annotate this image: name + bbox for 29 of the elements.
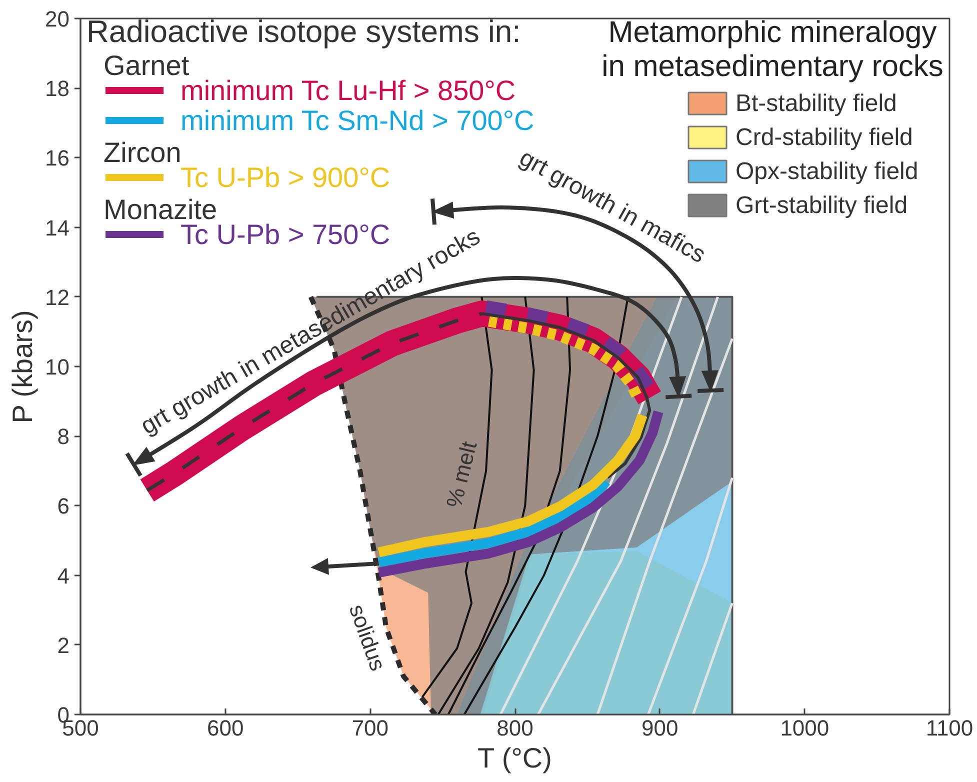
annotation: Metamorphic mineralogy in metasedimentary rocks — [602, 16, 944, 83]
legend-label: minimum Tc Sm-Nd > 700°C — [180, 105, 534, 136]
y-tick-label: 20 — [45, 6, 70, 32]
legend-label: Opx-stability field — [736, 158, 918, 185]
x-tick-label: 700 — [352, 716, 389, 740]
legend-label: Crd-stability field — [736, 124, 913, 151]
legend-label: Tc U-Pb > 900°C — [180, 162, 390, 193]
annotation: solidus — [344, 601, 391, 674]
legend-title: Radioactive isotope systems in: — [86, 14, 521, 49]
x-tick-label: 600 — [206, 716, 244, 740]
x-tick-label: 800 — [496, 716, 534, 740]
x-axis-title: T (°C) — [478, 742, 552, 774]
y-tick-label: 4 — [57, 563, 70, 588]
x-tick-label: 1100 — [926, 716, 974, 740]
y-tick-label: 14 — [45, 215, 70, 240]
y-tick-label: 2 — [57, 632, 70, 658]
y-axis-title: P (kbars) — [7, 310, 38, 424]
y-tick-label: 10 — [45, 354, 70, 380]
y-tick-label: 8 — [57, 424, 70, 450]
legend-label: Bt-stability field — [736, 90, 897, 117]
y-tick-label: 12 — [45, 284, 70, 310]
annotation: Zircon — [104, 137, 182, 168]
x-tick-label: 1000 — [780, 716, 830, 740]
x-tick-label: 900 — [641, 716, 678, 740]
annotation: % melt — [441, 438, 482, 510]
y-tick-label: 6 — [57, 494, 70, 519]
legend-label: Grt-stability field — [736, 192, 908, 219]
y-tick-label: 16 — [45, 146, 70, 171]
y-tick-label: 18 — [45, 76, 70, 102]
